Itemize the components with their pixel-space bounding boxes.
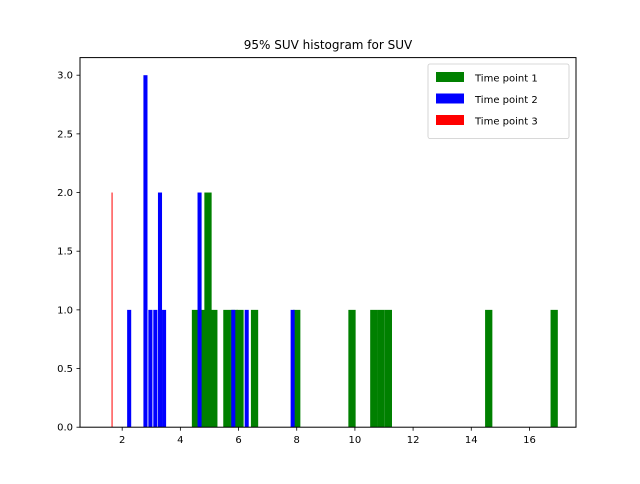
histogram-bar — [290, 309, 295, 428]
y-tick-label: 2.0 — [57, 188, 73, 199]
histogram-bar — [148, 309, 153, 428]
y-axis: 0.0 0.5 1.0 1.5 2.0 2.5 3.0 — [57, 71, 80, 434]
legend-label: Time point 1 — [474, 74, 538, 85]
histogram-bar — [236, 309, 244, 428]
histogram-bar — [157, 192, 163, 428]
legend-swatch — [436, 72, 464, 82]
y-tick-label: 1.0 — [57, 305, 73, 316]
histogram-bar — [204, 192, 212, 428]
legend: Time point 1 Time point 2 Time point 3 — [427, 63, 570, 139]
y-tick-label: 1.5 — [57, 247, 73, 258]
x-tick-label: 2 — [119, 435, 125, 446]
axes-frame — [79, 57, 577, 428]
chart-title: 95% SUV histogram for SUV — [244, 38, 413, 52]
x-axis: 2 4 6 8 10 12 14 16 — [119, 427, 536, 446]
histogram-bar — [143, 75, 148, 428]
x-tick-label: 12 — [407, 435, 420, 446]
histogram-bar — [244, 309, 249, 428]
histogram-bar — [293, 309, 301, 428]
histogram-bar — [377, 309, 385, 428]
histogram-bar — [250, 309, 259, 428]
legend-label: Time point 3 — [474, 117, 538, 128]
histogram-bar — [153, 309, 158, 428]
legend-swatch — [436, 115, 464, 125]
x-tick-label: 6 — [235, 435, 241, 446]
x-tick-label: 16 — [523, 435, 536, 446]
bars-layer — [111, 75, 558, 428]
histogram-bar — [111, 192, 113, 428]
y-tick-label: 3.0 — [57, 71, 73, 82]
y-tick-label: 0.0 — [57, 423, 73, 434]
x-tick-label: 4 — [177, 435, 183, 446]
legend-swatch — [436, 93, 464, 104]
histogram-bar — [370, 309, 378, 428]
histogram-bar — [485, 309, 493, 428]
histogram-bar — [348, 309, 356, 428]
histogram-bar — [231, 309, 236, 428]
y-tick-label: 2.5 — [57, 129, 73, 140]
histogram-bar — [384, 309, 392, 428]
histogram-bar — [210, 309, 218, 428]
histogram-bar — [197, 192, 202, 428]
histogram-bar — [191, 309, 200, 428]
legend-label: Time point 2 — [474, 95, 538, 106]
x-tick-label: 10 — [349, 435, 362, 446]
y-tick-label: 0.5 — [57, 364, 73, 375]
histogram-bar — [198, 309, 206, 428]
x-tick-label: 14 — [465, 435, 478, 446]
histogram-bar — [127, 309, 132, 428]
histogram-bar — [162, 309, 167, 428]
histogram-bar — [223, 309, 231, 428]
x-tick-label: 8 — [294, 435, 300, 446]
histogram-bar — [550, 309, 558, 428]
